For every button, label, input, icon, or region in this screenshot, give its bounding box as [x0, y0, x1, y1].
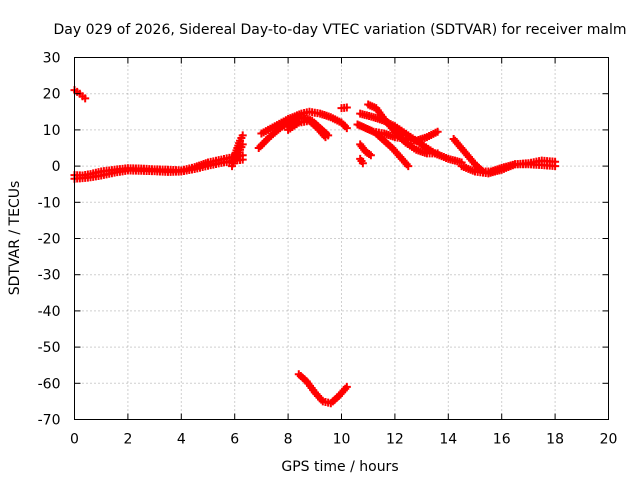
x-axis-label: GPS time / hours	[281, 459, 398, 475]
series-pass-c	[70, 155, 247, 183]
x-tick-label: 20	[600, 432, 618, 448]
series-pass-a	[70, 86, 90, 103]
y-tick-label: 0	[52, 159, 61, 175]
chart-title: Day 029 of 2026, Sidereal Day-to-day VTE…	[54, 22, 627, 38]
series-pass-l	[364, 100, 442, 158]
series-pass-e	[228, 140, 247, 171]
series-pass-q	[457, 156, 560, 178]
series-pass-i	[337, 103, 351, 113]
data-point	[238, 155, 247, 164]
data-point	[342, 103, 351, 112]
y-tick-label: -50	[38, 340, 61, 356]
y-tick-label: -40	[38, 304, 61, 320]
x-tick-label: 18	[546, 432, 564, 448]
x-tick-label: 6	[230, 432, 239, 448]
data-point	[342, 124, 351, 133]
data-point	[321, 133, 330, 142]
data-point	[366, 151, 375, 160]
axis-ticks: 0 2 4 6 8 10 12 14 16 18 20 30 20 10 0 -10 -20 -30 -40 -50 -…	[38, 51, 618, 448]
data-point	[238, 131, 247, 140]
y-tick-label: -10	[38, 195, 61, 211]
data-point	[433, 127, 442, 136]
x-tick-label: 8	[284, 432, 293, 448]
y-tick-label: 30	[43, 51, 61, 67]
data-point	[404, 162, 413, 171]
data-point	[433, 149, 442, 158]
x-tick-label: 2	[123, 432, 132, 448]
series-pass-h	[284, 116, 330, 142]
x-tick-label: 14	[439, 432, 457, 448]
y-tick-label: -70	[38, 413, 61, 429]
data-point	[358, 159, 367, 168]
y-axis-label: SDTVAR / TECUs	[7, 181, 23, 296]
data-point	[551, 157, 560, 166]
x-tick-label: 0	[70, 432, 79, 448]
series-pass-n	[356, 140, 375, 160]
x-tick-label: 16	[493, 432, 511, 448]
y-tick-label: -20	[38, 232, 61, 248]
y-tick-label: 20	[43, 87, 61, 103]
y-tick-label: -30	[38, 268, 61, 284]
data-point	[238, 140, 247, 149]
series-pass-r	[294, 370, 351, 408]
data-point	[81, 94, 90, 103]
data-point	[342, 382, 351, 391]
series-pass-m	[372, 129, 413, 171]
y-tick-label: -60	[38, 376, 61, 392]
x-tick-label: 10	[333, 432, 351, 448]
x-tick-label: 12	[386, 432, 404, 448]
y-tick-label: 10	[43, 123, 61, 139]
data-marks	[70, 86, 560, 408]
x-tick-label: 4	[177, 432, 186, 448]
series-pass-o	[356, 154, 367, 168]
